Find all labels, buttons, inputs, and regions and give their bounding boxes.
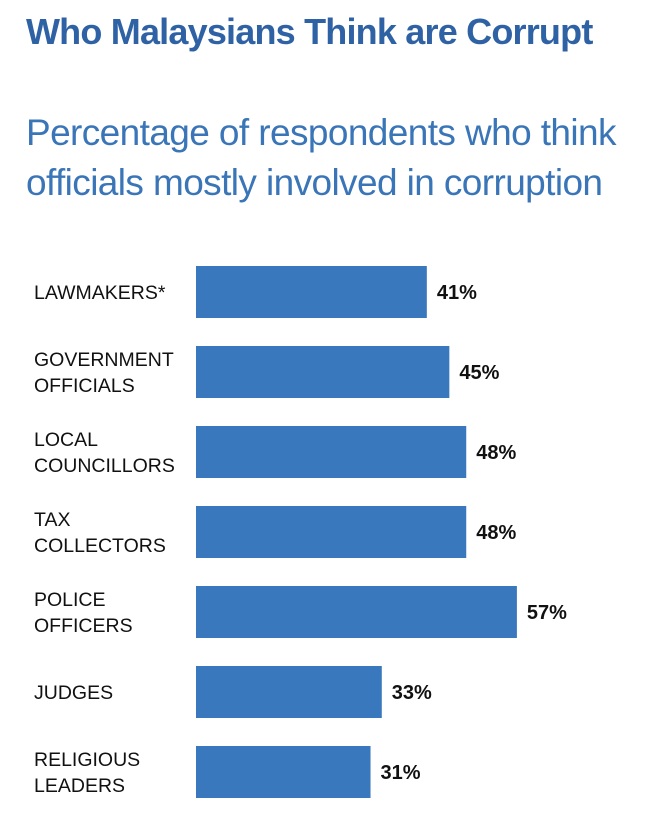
bar-3 — [196, 506, 467, 558]
category-label-5: JUDGES — [34, 682, 113, 704]
bar-1 — [196, 346, 450, 398]
value-label-0: 41% — [437, 282, 477, 304]
value-label-5: 33% — [392, 682, 432, 704]
category-label-6: RELIGIOUS LEADERS — [34, 749, 140, 797]
chart-title: Who Malaysians Think are Corrupt — [26, 11, 593, 52]
value-label-2: 48% — [476, 442, 516, 464]
value-label-1: 45% — [459, 362, 499, 384]
bar-6 — [196, 746, 371, 798]
bar-0 — [196, 266, 427, 318]
bar-5 — [196, 666, 382, 718]
category-label-0: LAWMAKERS* — [34, 282, 166, 304]
category-label-2: LOCAL COUNCILLORS — [34, 429, 175, 477]
category-label-4: POLICE OFFICERS — [34, 589, 133, 637]
value-label-3: 48% — [476, 522, 516, 544]
category-label-1: GOVERNMENT OFFICIALS — [34, 349, 174, 397]
chart-subtitle: Percentage of respondents who think offi… — [26, 112, 617, 203]
bar-4 — [196, 586, 517, 638]
value-label-4: 57% — [527, 602, 567, 624]
value-label-6: 31% — [381, 762, 421, 784]
bar-2 — [196, 426, 467, 478]
category-label-3: TAX COLLECTORS — [34, 509, 166, 557]
